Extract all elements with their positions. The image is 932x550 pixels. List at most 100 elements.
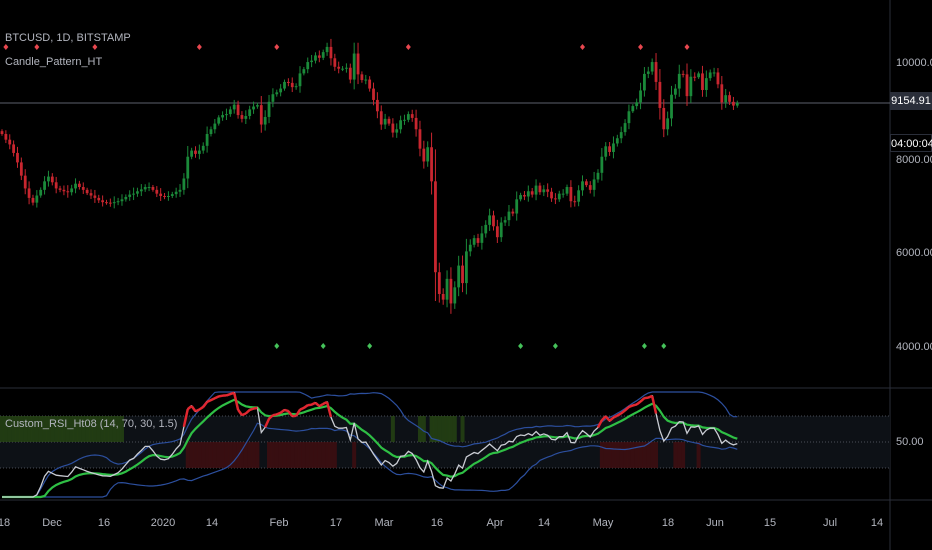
- candle-body: [356, 53, 360, 75]
- rsi-overbought-shade: [599, 442, 604, 468]
- rsi-oversold-shade: [34, 416, 39, 442]
- rsi-overbought-shade: [603, 442, 608, 468]
- rsi-overbought-shade: [185, 442, 190, 468]
- candle-body: [275, 92, 279, 95]
- candle-body: [716, 72, 720, 85]
- rsi-overbought-segment: [198, 405, 204, 411]
- rsi-overbought-segment: [272, 413, 278, 417]
- candle-body: [232, 104, 236, 110]
- candle-body: [453, 287, 457, 304]
- rsi-overbought-segment: [190, 405, 197, 413]
- candle-body: [375, 99, 379, 112]
- candle-body: [643, 73, 646, 91]
- candle-body: [639, 90, 642, 103]
- candle-body: [650, 62, 654, 72]
- candle-body: [43, 181, 46, 190]
- candle-body: [252, 106, 255, 110]
- candle-body: [197, 150, 201, 154]
- candle-body: [105, 202, 108, 204]
- rsi-overbought-shade: [224, 442, 229, 468]
- rsi-overbought-shade: [212, 442, 217, 468]
- candle-body: [372, 88, 375, 100]
- candle-body: [205, 134, 209, 146]
- rsi-oversold-shade: [38, 416, 43, 442]
- candle-body: [47, 176, 50, 182]
- rsi-oversold-shade: [429, 416, 434, 442]
- candle-body: [677, 73, 681, 89]
- rsi-oversold-shade: [85, 416, 90, 442]
- candle-body: [244, 116, 248, 119]
- candle-body: [279, 88, 283, 93]
- symbol-title: BTCUSD, 1D, BITSTAMP: [5, 32, 131, 44]
- candle-body: [592, 179, 596, 190]
- candle-body: [345, 67, 348, 69]
- rsi-overbought-shade: [325, 442, 330, 468]
- candle-body: [615, 138, 619, 144]
- candle-body: [654, 62, 658, 82]
- candle-body: [368, 79, 372, 89]
- candle-body: [190, 150, 194, 157]
- rsi-overbought-shade: [197, 442, 202, 468]
- candle-body: [360, 74, 364, 81]
- candle-body: [430, 147, 433, 182]
- rsi-oversold-shade: [7, 416, 12, 442]
- rsi-oversold-shade: [89, 416, 94, 442]
- bullish-pattern-marker: [641, 343, 647, 349]
- rsi-oversold-shade: [42, 416, 47, 442]
- candle-body: [93, 195, 97, 198]
- rsi-overbought-segment: [253, 406, 258, 410]
- bearish-pattern-marker: [684, 44, 690, 50]
- candle-body: [267, 101, 271, 117]
- candle-body: [209, 129, 213, 134]
- time-tick: 18: [0, 517, 11, 529]
- rsi-overbought-segment: [596, 419, 603, 429]
- candle-body: [325, 46, 329, 53]
- candle-body: [414, 117, 418, 130]
- candle-body: [530, 191, 534, 195]
- rsi-oversold-shade: [46, 416, 51, 442]
- rsi-oversold-shade: [460, 416, 465, 442]
- rsi-overbought-segment: [206, 398, 212, 403]
- indicator-label: Candle_Pattern_HT: [5, 56, 103, 68]
- candle-body: [19, 162, 23, 176]
- rsi-overbought-shade: [301, 442, 306, 468]
- rsi-oversold-shade: [61, 416, 66, 442]
- rsi-oversold-shade: [11, 416, 16, 442]
- rsi-overbought-segment: [314, 401, 321, 408]
- rsi-overbought-shade: [297, 442, 302, 468]
- candle-body: [31, 197, 35, 203]
- candle-body: [488, 215, 492, 225]
- rsi-overbought-shade: [270, 442, 275, 468]
- candle-body: [666, 118, 670, 130]
- candle-body: [271, 94, 275, 102]
- candle-body: [724, 95, 728, 103]
- candle-body: [399, 120, 403, 130]
- rsi-overbought-segment: [624, 405, 630, 412]
- candle-body: [422, 148, 426, 162]
- candle-body: [4, 134, 8, 140]
- rsi-overbought-segment: [612, 414, 618, 419]
- candle-body: [112, 202, 116, 204]
- time-tick: Jun: [706, 517, 724, 529]
- rsi-oversold-shade: [417, 416, 422, 442]
- candle-body: [364, 79, 368, 81]
- rsi-overbought-segment: [276, 411, 282, 416]
- candle-body: [542, 189, 546, 193]
- rsi-oversold-shade: [65, 416, 70, 442]
- rsi-overbought-shade: [313, 442, 318, 468]
- candle-body: [143, 187, 147, 190]
- rsi-overbought-segment: [218, 394, 223, 398]
- rsi-overbought-shade: [247, 442, 252, 468]
- bearish-pattern-marker: [405, 44, 411, 50]
- candle-body: [728, 95, 731, 102]
- candle-body: [720, 84, 724, 103]
- candle-body: [619, 132, 623, 139]
- rsi-oversold-shade: [119, 416, 124, 442]
- candle-body: [465, 251, 468, 284]
- candle-body: [50, 176, 54, 183]
- bearish-pattern-marker: [580, 44, 585, 50]
- rsi-overbought-segment: [202, 401, 209, 408]
- candle-body: [8, 139, 12, 145]
- candle-body: [418, 129, 422, 149]
- rsi-overbought-segment: [620, 409, 626, 415]
